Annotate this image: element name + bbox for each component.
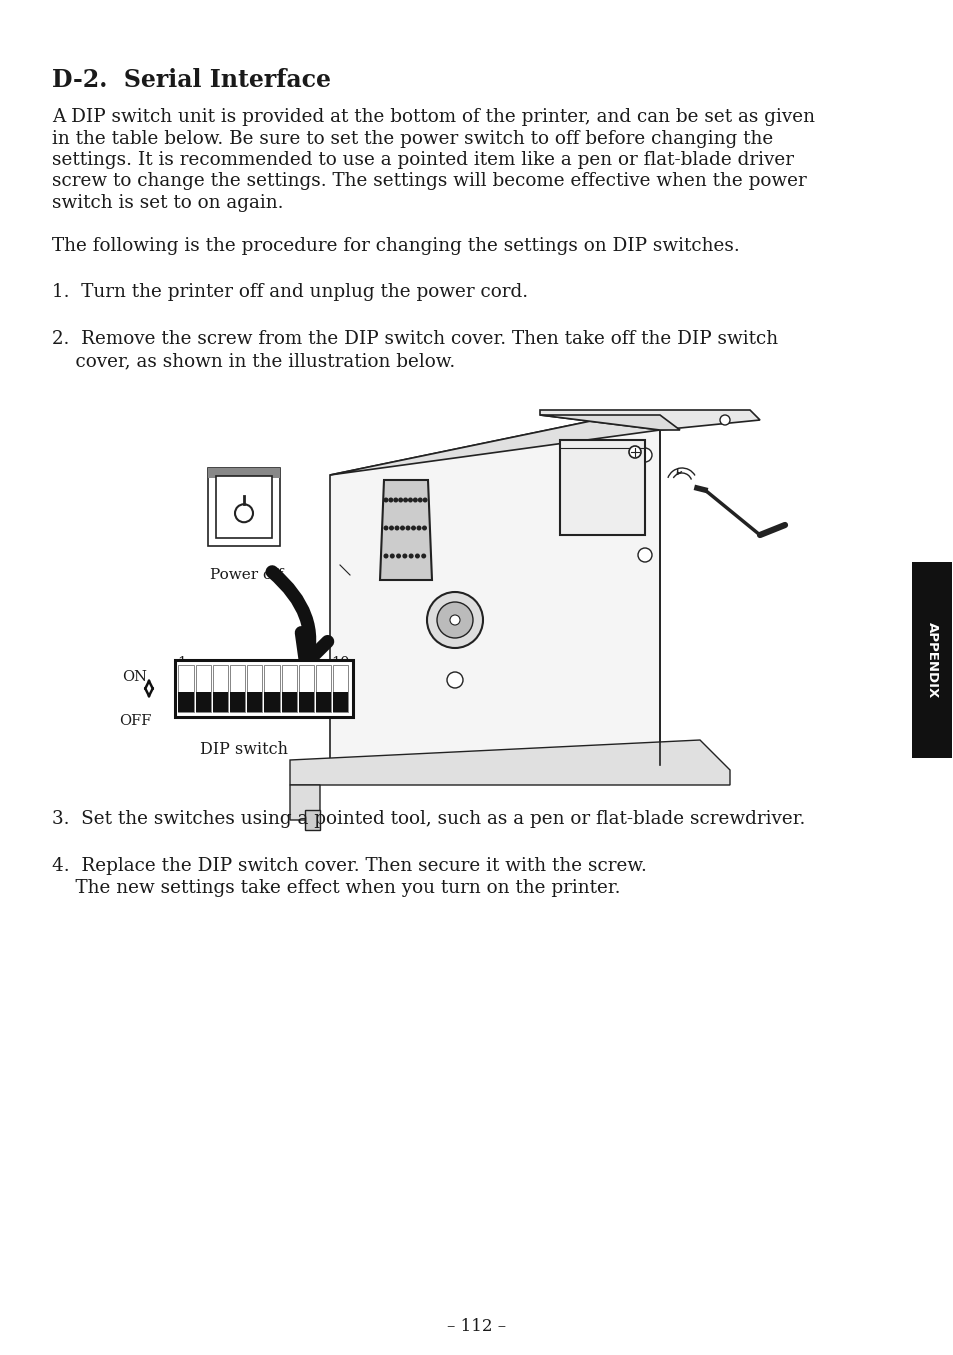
Circle shape	[412, 526, 415, 530]
Circle shape	[389, 499, 393, 501]
Circle shape	[418, 499, 421, 501]
Bar	[247, 665, 262, 711]
Polygon shape	[539, 411, 760, 430]
Circle shape	[384, 526, 387, 530]
Bar	[911, 562, 951, 757]
Text: Power off: Power off	[210, 568, 283, 583]
Bar	[298, 692, 314, 711]
Text: switch is set to on again.: switch is set to on again.	[52, 194, 283, 211]
Bar	[315, 665, 331, 711]
Bar	[174, 660, 353, 717]
Circle shape	[423, 499, 426, 501]
Bar	[215, 476, 272, 538]
Circle shape	[720, 415, 729, 425]
Polygon shape	[330, 415, 659, 476]
Bar	[213, 665, 228, 711]
Polygon shape	[305, 810, 319, 831]
Bar	[230, 692, 245, 711]
Bar	[230, 665, 245, 711]
Circle shape	[396, 554, 400, 558]
Bar	[208, 467, 280, 546]
Bar	[178, 665, 193, 711]
Text: 3.  Set the switches using a pointed tool, such as a pen or flat-blade screwdriv: 3. Set the switches using a pointed tool…	[52, 810, 804, 828]
Bar	[247, 692, 262, 711]
Bar	[315, 692, 331, 711]
Bar	[178, 692, 193, 711]
Circle shape	[413, 499, 416, 501]
Text: 1.  Turn the printer off and unplug the power cord.: 1. Turn the printer off and unplug the p…	[52, 283, 528, 301]
Circle shape	[406, 526, 410, 530]
Circle shape	[234, 504, 253, 522]
Bar	[333, 665, 348, 711]
Bar	[195, 665, 211, 711]
Circle shape	[450, 615, 459, 625]
Text: cover, as shown in the illustration below.: cover, as shown in the illustration belo…	[52, 352, 455, 370]
Bar	[195, 692, 211, 711]
Text: DIP switch: DIP switch	[200, 741, 288, 757]
Text: A DIP switch unit is provided at the bottom of the printer, and can be set as gi: A DIP switch unit is provided at the bot…	[52, 108, 814, 126]
Circle shape	[628, 446, 640, 458]
Text: 1: 1	[177, 656, 186, 669]
Circle shape	[638, 449, 651, 462]
Circle shape	[416, 526, 420, 530]
Circle shape	[402, 554, 406, 558]
Circle shape	[394, 499, 397, 501]
Bar	[213, 692, 228, 711]
Circle shape	[409, 554, 413, 558]
Text: 4.  Replace the DIP switch cover. Then secure it with the screw.: 4. Replace the DIP switch cover. Then se…	[52, 856, 646, 875]
Circle shape	[421, 554, 425, 558]
Circle shape	[395, 526, 398, 530]
Bar	[333, 692, 348, 711]
Bar	[281, 692, 296, 711]
Bar	[298, 665, 314, 711]
Bar	[264, 665, 279, 711]
Text: – 112 –: – 112 –	[447, 1318, 506, 1335]
Circle shape	[403, 499, 407, 501]
Circle shape	[447, 672, 462, 688]
Text: 10: 10	[331, 656, 349, 669]
Circle shape	[384, 554, 387, 558]
Bar	[208, 467, 280, 478]
Polygon shape	[539, 415, 679, 430]
Polygon shape	[290, 740, 729, 785]
Circle shape	[422, 526, 426, 530]
Circle shape	[384, 499, 387, 501]
Circle shape	[436, 602, 473, 638]
Circle shape	[427, 592, 482, 648]
Circle shape	[390, 554, 394, 558]
Text: 2.  Remove the screw from the DIP switch cover. Then take off the DIP switch: 2. Remove the screw from the DIP switch …	[52, 331, 778, 348]
Bar	[559, 440, 644, 535]
Circle shape	[400, 526, 404, 530]
Polygon shape	[330, 415, 659, 766]
Circle shape	[389, 526, 393, 530]
Text: D-2.  Serial Interface: D-2. Serial Interface	[52, 68, 331, 92]
Text: ON: ON	[122, 669, 147, 684]
Text: The following is the procedure for changing the settings on DIP switches.: The following is the procedure for chang…	[52, 237, 739, 255]
Text: APPENDIX: APPENDIX	[924, 622, 938, 698]
Circle shape	[638, 547, 651, 562]
Circle shape	[398, 499, 402, 501]
Text: OFF: OFF	[119, 714, 152, 728]
Text: in the table below. Be sure to set the power switch to off before changing the: in the table below. Be sure to set the p…	[52, 130, 773, 148]
Text: The new settings take effect when you turn on the printer.: The new settings take effect when you tu…	[52, 879, 619, 897]
Text: settings. It is recommended to use a pointed item like a pen or flat-blade drive: settings. It is recommended to use a poi…	[52, 150, 793, 169]
Bar	[264, 692, 279, 711]
Polygon shape	[379, 480, 432, 580]
Bar	[281, 665, 296, 711]
Text: screw to change the settings. The settings will become effective when the power: screw to change the settings. The settin…	[52, 172, 806, 191]
Circle shape	[416, 554, 418, 558]
Polygon shape	[290, 785, 319, 820]
Circle shape	[408, 499, 412, 501]
